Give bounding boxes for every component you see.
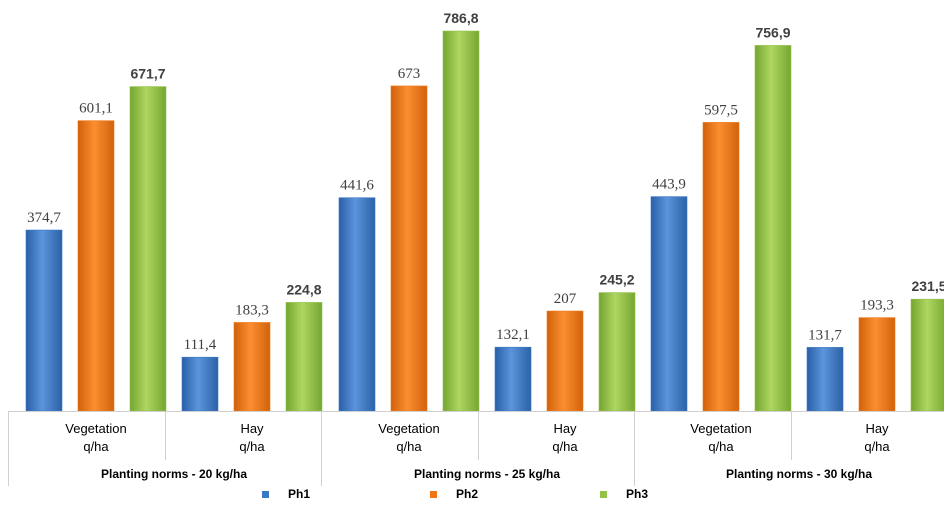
data-label-ph3-5: 231,5 [911,278,944,294]
category-label-1-1: q/ha [239,439,265,454]
bar-ph1-0 [25,229,63,412]
bar-ph3-1 [285,302,323,412]
data-label-ph2-0: 601,1 [79,101,113,117]
bar-ph1-5 [806,347,844,412]
data-label-ph2-5: 193,3 [860,298,894,314]
category-label-3-1: q/ha [552,439,578,454]
group-label-1: Planting norms - 25 kg/ha [414,467,560,481]
bar-ph1-2 [338,197,376,412]
category-label-1-0: Hay [240,421,264,436]
category-label-0-0: Vegetation [65,421,126,436]
value-labels-layer: 374,7 111,4 441,6 132,1 443,9 131,7 601,1 183,3… [27,10,944,353]
bar-ph1-1 [181,356,219,412]
bar-ph3-2 [442,30,480,412]
data-label-ph1-3: 132,1 [496,327,530,343]
category-label-4-0: Vegetation [690,421,751,436]
legend-swatch-ph2 [430,491,437,498]
legend: Ph1 Ph2 Ph3 [262,487,648,501]
data-label-ph3-0: 671,7 [130,66,165,82]
bar-ph2-2 [390,85,428,412]
bar-ph3-0 [129,86,167,412]
bar-ph1-4 [650,196,688,412]
category-label-2-0: Vegetation [378,421,439,436]
bars-layer [25,30,944,412]
legend-swatch-ph3 [600,491,607,498]
data-label-ph1-5: 131,7 [808,327,842,343]
data-label-ph1-2: 441,6 [340,178,374,194]
data-label-ph3-4: 756,9 [755,24,790,40]
category-label-4-1: q/ha [708,439,734,454]
data-label-ph2-4: 597,5 [704,102,738,118]
legend-label-ph3: Ph3 [626,487,648,501]
legend-label-ph1: Ph1 [288,487,310,501]
data-label-ph3-2: 786,8 [443,10,478,26]
data-label-ph2-2: 673 [398,66,421,82]
data-label-ph3-3: 245,2 [599,272,634,288]
category-axis: Vegetation q/ha Hay q/ha Planting norms - 20… [8,411,944,486]
category-label-5-0: Hay [865,421,889,436]
bar-ph2-4 [702,122,740,412]
bar-ph3-3 [598,292,636,412]
data-label-ph3-1: 224,8 [286,281,321,297]
legend-label-ph2: Ph2 [456,487,478,501]
category-label-3-0: Hay [553,421,577,436]
legend-swatch-ph1 [262,491,269,498]
data-label-ph2-1: 183,3 [235,302,269,318]
data-label-ph1-1: 111,4 [184,337,217,353]
data-label-ph1-0: 374,7 [27,210,61,226]
data-label-ph2-3: 207 [554,291,577,307]
category-label-5-1: q/ha [864,439,890,454]
bar-ph3-4 [754,45,792,412]
bar-ph1-3 [494,346,532,412]
bar-ph2-0 [77,120,115,412]
category-label-0-1: q/ha [83,439,109,454]
bar-ph2-3 [546,310,584,412]
bar-ph2-5 [858,317,896,412]
bar-ph2-1 [233,322,271,412]
group-label-2: Planting norms - 30 kg/ha [726,467,872,481]
bar-ph3-5 [910,298,944,412]
category-label-2-1: q/ha [396,439,422,454]
data-label-ph1-4: 443,9 [652,177,686,193]
group-label-0: Planting norms - 20 kg/ha [101,467,247,481]
